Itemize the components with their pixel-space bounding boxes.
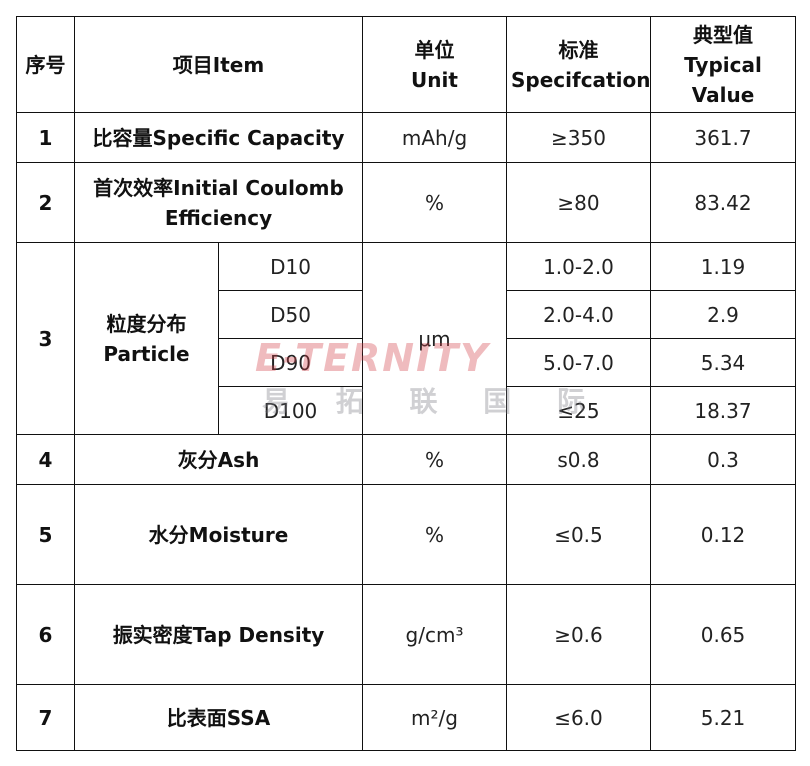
item-cell: 比容量Specific Capacity bbox=[74, 112, 363, 163]
table-row: D50 2.0-4.0 2.9 bbox=[17, 290, 796, 339]
table-row: 2 首次效率Initial Coulomb Efficiency% ≥80 83.42 bbox=[16, 162, 796, 243]
unit-cell: % bbox=[362, 434, 507, 485]
value-cell: 5.21 bbox=[650, 684, 796, 751]
spec-cell: ≥0.6 bbox=[506, 584, 651, 685]
table-row: 1 比容量Specific Capacity mAh/g ≥350 361.7 bbox=[16, 112, 796, 163]
header-cell: 标准 Specifcation bbox=[506, 16, 651, 113]
spec-cell: 5.0-7.0 bbox=[506, 338, 651, 387]
spec-table: 序号 项目Item 单位 Unit 标准 Specifcation 典型值 Typica… bbox=[16, 16, 796, 751]
row-number: 1 bbox=[16, 112, 75, 163]
sub-item-cell: D50 bbox=[218, 290, 363, 339]
table-row: 6 振实密度Tap Density g/cm³ ≥0.6 0.65 bbox=[16, 584, 796, 685]
value-cell: 1.19 bbox=[650, 242, 796, 291]
row-number: 3 bbox=[16, 242, 75, 435]
unit-cell: m²/g bbox=[362, 684, 507, 751]
value-cell: 0.12 bbox=[650, 484, 796, 585]
header-cell: 项目Item bbox=[74, 16, 363, 113]
header-cell: 序号 bbox=[16, 16, 75, 113]
value-cell: 5.34 bbox=[650, 338, 796, 387]
spec-cell: 2.0-4.0 bbox=[506, 290, 651, 339]
header-cell: 单位 Unit bbox=[362, 16, 507, 113]
item-cell: 振实密度Tap Density bbox=[74, 584, 363, 685]
unit-cell: mAh/g bbox=[362, 112, 507, 163]
table-row: 3 粒度分布 Particle D10 μm 1.0-2.0 1.19 bbox=[16, 242, 796, 435]
table-row: 5 水分Moisture% ≤0.5 0.12 bbox=[16, 484, 796, 585]
item-cell: 粒度分布 Particle bbox=[74, 242, 219, 435]
unit-cell: μm bbox=[362, 242, 507, 435]
table-row: 7 比表面SSA m²/g ≤6.0 5.21 bbox=[16, 684, 796, 751]
value-cell: 83.42 bbox=[650, 162, 796, 243]
spec-cell: 1.0-2.0 bbox=[506, 242, 651, 291]
sub-item-cell: D90 bbox=[218, 338, 363, 387]
row-number: 4 bbox=[16, 434, 75, 485]
row-number: 5 bbox=[16, 484, 75, 585]
spec-cell: s0.8 bbox=[506, 434, 651, 485]
value-cell: 18.37 bbox=[650, 386, 796, 435]
item-cell: 比表面SSA bbox=[74, 684, 363, 751]
spec-cell: ≤25 bbox=[506, 386, 651, 435]
sub-item-cell: D100 bbox=[218, 386, 363, 435]
spec-cell: ≥350 bbox=[506, 112, 651, 163]
row-number: 7 bbox=[16, 684, 75, 751]
item-cell: 首次效率Initial Coulomb Efficiency bbox=[74, 162, 363, 243]
value-cell: 0.65 bbox=[650, 584, 796, 685]
table-row: 序号 项目Item 单位 Unit 标准 Specifcation 典型值 Typica… bbox=[16, 16, 796, 113]
spec-cell: ≥80 bbox=[506, 162, 651, 243]
value-cell: 361.7 bbox=[650, 112, 796, 163]
spec-cell: ≤6.0 bbox=[506, 684, 651, 751]
spec-cell: ≤0.5 bbox=[506, 484, 651, 585]
unit-cell: % bbox=[362, 484, 507, 585]
unit-cell: g/cm³ bbox=[362, 584, 507, 685]
table-row: 4 灰分Ash% s0.8 0.3 bbox=[16, 434, 796, 485]
value-cell: 0.3 bbox=[650, 434, 796, 485]
row-number: 2 bbox=[16, 162, 75, 243]
value-cell: 2.9 bbox=[650, 290, 796, 339]
item-cell: 灰分Ash bbox=[74, 434, 363, 485]
item-cell: 水分Moisture bbox=[74, 484, 363, 585]
row-number: 6 bbox=[16, 584, 75, 685]
sub-item-cell: D10 bbox=[218, 242, 363, 291]
header-cell: 典型值 Typical Value bbox=[650, 16, 796, 113]
unit-cell: % bbox=[362, 162, 507, 243]
